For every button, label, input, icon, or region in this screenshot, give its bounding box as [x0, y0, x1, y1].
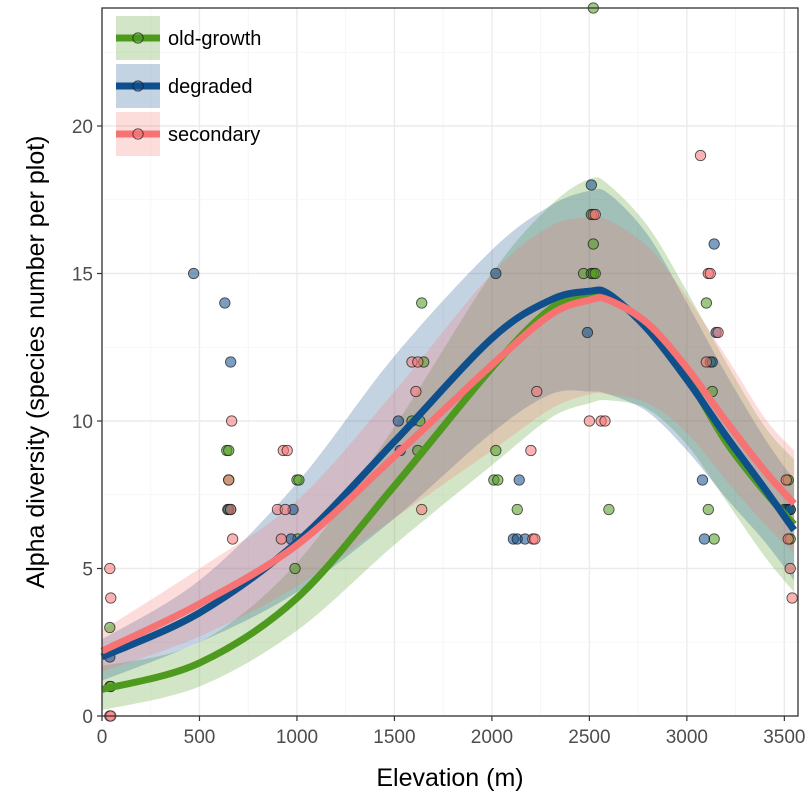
data-point-old-growth — [589, 267, 601, 280]
data-point-old-growth — [104, 621, 116, 634]
data-point-degraded — [392, 415, 404, 427]
y-tick-label: 15 — [72, 265, 93, 286]
data-point-secondary — [410, 385, 422, 398]
data-point-degraded — [698, 533, 711, 545]
data-point-secondary — [784, 562, 796, 575]
data-point-old-growth — [289, 562, 301, 575]
data-point-secondary — [782, 533, 794, 545]
data-point-old-growth — [223, 444, 235, 457]
x-tick-label: 500 — [184, 727, 216, 748]
data-point-secondary — [105, 592, 117, 604]
data-point-degraded — [513, 474, 525, 486]
legend-key-point — [132, 128, 144, 140]
data-point-secondary — [694, 149, 707, 162]
y-axis: 0 5 10 15 20 — [72, 117, 102, 728]
data-point-secondary — [223, 474, 235, 486]
x-tick-label: 1000 — [276, 727, 318, 748]
legend-label: old-growth — [168, 28, 261, 50]
data-point-secondary — [531, 385, 543, 398]
legend-key-point — [132, 32, 144, 44]
data-point-secondary — [104, 562, 116, 575]
legend-item-old-growth: old-growth — [116, 16, 261, 60]
y-axis-title: Alpha diversity (species number per plot… — [22, 136, 50, 589]
data-point-secondary — [599, 415, 611, 427]
data-point-secondary — [712, 326, 724, 339]
data-point-old-growth — [293, 474, 305, 486]
data-point-secondary — [412, 356, 424, 368]
data-point-degraded — [708, 238, 720, 250]
y-tick-label: 10 — [72, 412, 93, 433]
y-tick-label: 20 — [72, 117, 93, 138]
data-point-secondary — [786, 592, 798, 604]
data-point-secondary — [704, 267, 716, 280]
data-point-old-growth — [492, 474, 504, 486]
legend-item-degraded: degraded — [116, 64, 253, 108]
data-point-secondary — [275, 533, 288, 545]
data-point-secondary — [226, 533, 239, 545]
x-tick-label: 3000 — [666, 727, 708, 748]
data-point-old-growth — [511, 503, 523, 516]
data-point-old-growth — [702, 503, 714, 516]
data-point-degraded — [219, 297, 231, 309]
data-point-secondary — [525, 444, 537, 457]
data-point-secondary — [583, 415, 596, 427]
legend-label: secondary — [168, 124, 260, 146]
x-tick-label: 2000 — [471, 727, 513, 748]
legend-key-point — [132, 80, 144, 92]
y-tick-label: 0 — [82, 707, 93, 728]
data-points — [104, 2, 798, 722]
fit-curves — [100, 286, 797, 693]
data-point-secondary — [529, 533, 541, 545]
data-point-degraded — [581, 326, 594, 339]
data-point-secondary — [281, 444, 293, 457]
x-axis: 0 500 1000 1500 2000 2500 3000 3500 — [97, 716, 805, 748]
fit-curve-secondary — [100, 294, 797, 655]
confidence-band-old-growth — [102, 177, 795, 711]
x-tick-label: 2500 — [568, 727, 610, 748]
y-tick-label: 5 — [82, 560, 93, 581]
data-point-old-growth — [603, 503, 615, 516]
x-tick-label: 0 — [97, 727, 108, 748]
x-axis-title: Elevation (m) — [376, 764, 523, 792]
data-point-secondary — [416, 503, 428, 516]
data-point-degraded — [490, 267, 502, 280]
data-point-degraded — [225, 356, 237, 368]
x-tick-label: 1500 — [373, 727, 415, 748]
data-point-old-growth — [587, 238, 599, 250]
data-point-degraded — [187, 267, 200, 280]
data-point-old-growth — [700, 297, 713, 309]
data-point-old-growth — [490, 444, 502, 457]
data-point-secondary — [780, 474, 792, 486]
data-point-old-growth — [708, 533, 720, 545]
x-tick-label: 3500 — [763, 727, 805, 748]
plot-border — [101, 7, 799, 717]
data-point-secondary — [225, 415, 238, 427]
data-point-secondary — [589, 208, 601, 221]
data-point-old-growth — [416, 297, 428, 309]
data-point-degraded — [585, 179, 597, 191]
data-point-secondary — [700, 356, 713, 368]
legend-item-secondary: secondary — [116, 112, 260, 156]
data-point-degraded — [696, 474, 709, 486]
data-point-secondary — [279, 503, 291, 516]
legend-label: degraded — [168, 76, 253, 98]
legend: old-growth degraded secondary — [116, 16, 261, 156]
data-point-secondary — [225, 503, 237, 516]
grid-lines — [101, 8, 798, 717]
